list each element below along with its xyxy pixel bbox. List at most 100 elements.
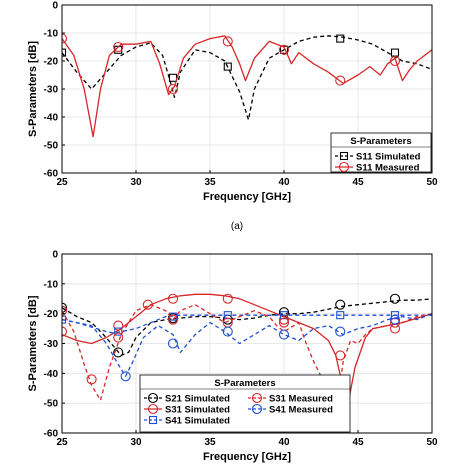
x-tick-label: 45: [352, 437, 364, 448]
figure-caption-a: (a): [231, 221, 243, 232]
data-point-s11-measured: [167, 83, 179, 95]
data-point-s31-simulated: [113, 320, 124, 331]
legend-entry-s41-measured: S41 Measured: [269, 405, 333, 416]
data-point-s21-simulated: [113, 347, 124, 358]
series-line-s31-measured: [62, 304, 432, 428]
legend-entry-s31-measured: S31 Measured: [269, 394, 333, 405]
series-line-s41-simulated: [62, 314, 432, 334]
data-point-s31-measured: [62, 305, 68, 316]
x-tick-label: 35: [204, 437, 216, 448]
y-tick-label: -20: [44, 57, 59, 68]
data-point-s31-simulated: [222, 293, 233, 304]
series-line-s21-simulated: [62, 298, 432, 357]
y-tick-label: 0: [52, 1, 58, 12]
data-point-s11-measured: [389, 55, 401, 67]
x-tick-label: 25: [56, 177, 68, 188]
data-point-s41-simulated: [114, 327, 123, 336]
legend-title: S-Parameters: [350, 136, 411, 147]
x-tick-label: 45: [352, 177, 364, 188]
data-point-s41-simulated: [336, 311, 345, 320]
legend-entry-s11-measured: S11 Measured: [356, 163, 420, 174]
data-point-s31-measured: [86, 374, 97, 385]
data-point-s11-simulated: [336, 34, 345, 43]
y-tick-label: -50: [44, 399, 59, 410]
legend-entry-s21-simulated: S21 Simulated: [165, 394, 230, 405]
x-tick-label: 50: [426, 177, 438, 188]
legend-marker-s21-simulated: [147, 392, 159, 404]
data-point-s41-simulated: [62, 315, 67, 324]
legend-entry-s31-simulated: S31 Simulated: [165, 405, 230, 416]
data-point-s41-measured: [389, 314, 401, 325]
data-point-s31-measured: [167, 314, 179, 325]
data-point-s31-measured: [278, 317, 290, 328]
y-axis-label: S-Parameters [dB]: [27, 295, 39, 391]
y-tick-label: -60: [44, 169, 59, 180]
data-point-s11-simulated: [168, 73, 178, 82]
data-point-s31-simulated: [62, 326, 68, 337]
data-point-s41-measured: [167, 338, 179, 349]
x-tick-label: 35: [204, 177, 216, 188]
data-point-s11-simulated: [62, 48, 67, 57]
x-axis-label: Frequency [GHz]: [203, 191, 291, 203]
series-line-s31-simulated: [62, 293, 432, 407]
legend-marker-s11-measured: [338, 161, 350, 173]
data-point-s11-measured: [222, 36, 233, 47]
x-tick-label: 25: [56, 437, 68, 448]
series-area: [62, 33, 432, 138]
y-tick-label: -60: [44, 429, 59, 440]
data-point-s31-measured: [335, 350, 346, 361]
legend-entry-s11-simulated: S11 Simulated: [356, 152, 421, 163]
legend-entry-s41-simulated: S41 Simulated: [165, 416, 230, 427]
series-line-s41-measured: [62, 313, 432, 377]
data-point-s11-simulated: [279, 45, 289, 54]
legend-marker-s11-simulated: [339, 151, 349, 161]
y-tick-label: -10: [44, 29, 59, 40]
x-axis-label: Frequency [GHz]: [203, 451, 291, 463]
y-axis-label: S-Parameters [dB]: [27, 41, 39, 137]
data-point-s11-measured: [62, 33, 68, 44]
y-tick-label: -40: [44, 369, 59, 380]
data-point-s31-measured: [389, 323, 401, 334]
data-point-s31-measured: [142, 299, 153, 310]
legend-marker-s41-simulated: [148, 415, 158, 425]
x-tick-label: 50: [426, 437, 438, 448]
legend-marker-s41-measured: [251, 403, 263, 415]
data-point-s21-simulated: [389, 293, 401, 304]
y-tick-label: -30: [44, 339, 59, 350]
data-point-s11-simulated: [390, 48, 400, 57]
x-tick-label: 30: [130, 177, 142, 188]
data-point-s11-measured: [278, 44, 290, 55]
x-tick-label: 40: [278, 177, 290, 188]
chart-s11: 25 30 35 40 45 50 0 -10 -20 -30 -40 -50 -60 Frequency…: [27, 1, 438, 204]
series-line-s11-measured: [62, 35, 432, 138]
legend-box: [139, 374, 351, 433]
data-point-s21-simulated: [62, 302, 68, 313]
y-tick-label: -40: [44, 113, 59, 124]
data-point-s31-measured: [113, 332, 124, 343]
data-point-s41-measured: [222, 326, 233, 337]
y-tick-label: -30: [44, 85, 59, 96]
data-point-s41-measured: [120, 371, 131, 382]
data-point-s31-simulated: [167, 293, 179, 304]
legend-marker-s31-simulated: [147, 403, 159, 415]
data-point-s41-measured: [335, 326, 346, 337]
data-point-s41-measured: [278, 329, 290, 340]
data-point-s11-simulated: [223, 62, 232, 71]
chart-s21-s31-s41: 25 30 35 40 45 50 0 -10 -20 -30 -40 -50 -60 Frequency…: [27, 250, 438, 464]
y-tick-label: -20: [44, 309, 59, 320]
y-tick-label: -50: [44, 141, 59, 152]
data-point-s21-simulated: [335, 299, 346, 310]
y-tick-label: -10: [44, 279, 59, 290]
data-point-s11-measured: [113, 41, 124, 53]
series-line-s11-simulated: [62, 35, 432, 121]
data-point-s11-measured: [335, 75, 346, 86]
legend-marker-s31-measured: [251, 392, 263, 404]
x-tick-label: 40: [278, 437, 290, 448]
y-tick-label: 0: [52, 250, 58, 261]
legend-title: S-Parameters: [214, 378, 275, 389]
series-area: [62, 293, 432, 428]
x-tick-label: 30: [130, 437, 142, 448]
